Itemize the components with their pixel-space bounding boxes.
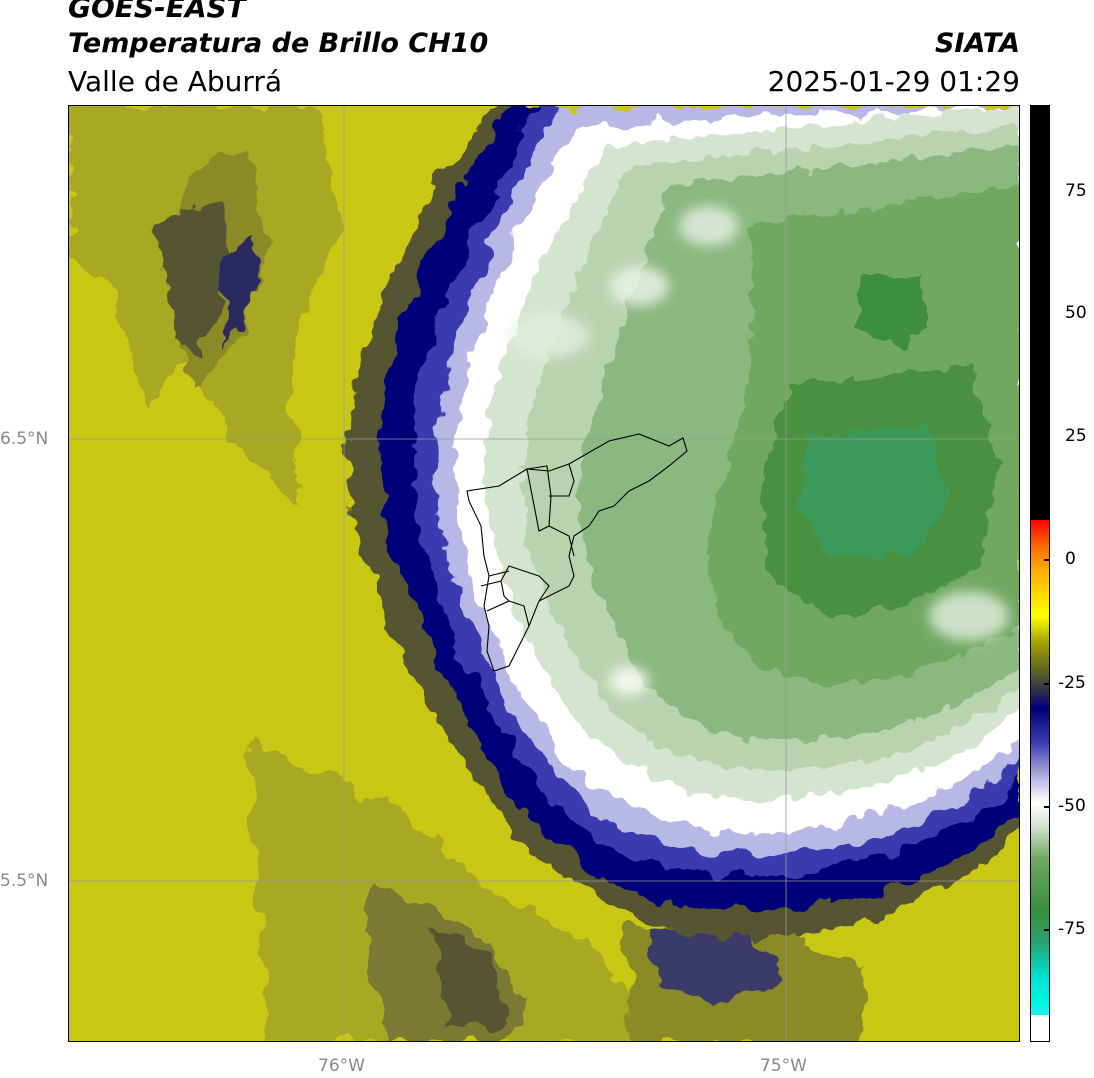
municipal-boundaries <box>466 433 688 672</box>
colorbar-tick-25: 25 <box>1065 426 1087 446</box>
satellite-map <box>68 105 1020 1042</box>
colorbar-tick-0: 0 <box>1065 549 1076 569</box>
title-satellite: GOES-EAST <box>68 0 246 24</box>
lat-label-5-5n: 5.5°N <box>0 871 49 891</box>
olive-patches <box>69 106 869 1041</box>
map-canvas <box>69 106 1019 1041</box>
colorbar-tick-75: 75 <box>1065 181 1087 201</box>
colorbar-tick-minus25: -25 <box>1058 673 1086 693</box>
datetime-label: 2025-01-29 01:29 <box>767 65 1020 98</box>
cold-core-speckles <box>509 206 1009 695</box>
colorbar-tick-minus75: -75 <box>1058 919 1086 939</box>
title-product: Temperatura de Brillo CH10 <box>68 28 489 59</box>
colorbar-tick-minus50: -50 <box>1058 796 1086 816</box>
lat-label-6-5n: 6.5°N <box>0 429 49 449</box>
colorbar-tick-50: 50 <box>1065 303 1087 323</box>
region-subtitle: Valle de Aburrá <box>68 65 283 98</box>
colorbar <box>1030 105 1050 1042</box>
map-gridlines <box>69 106 1019 1041</box>
organization-label: SIATA <box>934 28 1020 59</box>
lon-label-76w: 76°W <box>318 1056 365 1076</box>
lon-label-75w: 75°W <box>760 1056 807 1076</box>
